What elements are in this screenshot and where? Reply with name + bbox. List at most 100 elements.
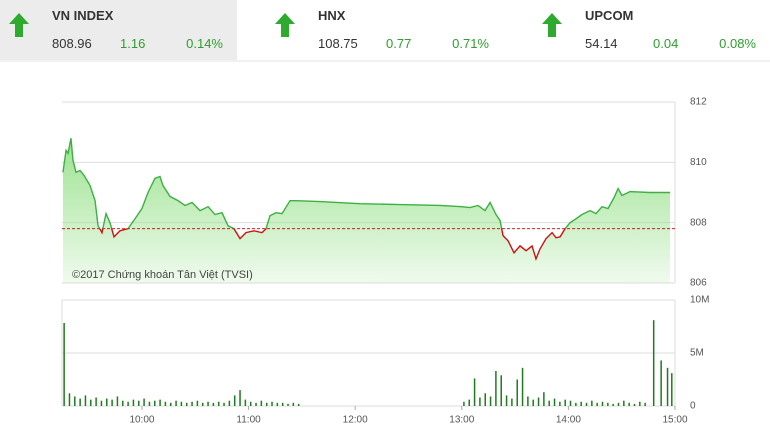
volume-bar (607, 402, 609, 406)
volume-bar (580, 401, 582, 406)
volume-bar (575, 402, 577, 406)
x-tick-label: 14:00 (556, 415, 581, 426)
x-tick-label: 15:00 (662, 415, 687, 426)
volume-bar (233, 395, 236, 406)
volume-bar (90, 399, 92, 406)
x-tick-label: 12:00 (343, 415, 368, 426)
y-tick-label: 812 (690, 97, 707, 108)
volume-bar (212, 402, 215, 406)
volume-bar (196, 400, 199, 406)
index-change: 1.16 (120, 36, 146, 51)
volume-bar (169, 402, 172, 406)
index-value: 54.14 (585, 36, 618, 51)
volume-bar (292, 402, 295, 406)
volume-bar (185, 402, 188, 406)
volume-bar (228, 400, 231, 406)
volume-bar (500, 375, 502, 406)
volume-bar (191, 401, 193, 406)
volume-bar (153, 400, 156, 406)
index-change: 0.04 (653, 36, 679, 51)
volume-bar (585, 402, 588, 406)
volume-bar (175, 400, 177, 406)
volume-bar (244, 399, 247, 406)
volume-bar (271, 401, 273, 406)
volume-bar (143, 398, 145, 406)
up-arrow (275, 13, 295, 37)
volume-bar (201, 402, 204, 406)
index-tab[interactable]: VN INDEX 808.96 1.16 0.14% (0, 0, 237, 60)
volume-bar (106, 398, 108, 406)
price-area (62, 138, 670, 283)
volume-bar (276, 402, 279, 406)
volume-bar (116, 396, 119, 406)
volume-bar (671, 373, 673, 406)
volume-bar (84, 395, 87, 406)
y2-tick-label: 5M (690, 348, 704, 359)
volume-bar (255, 402, 257, 406)
volume-bar (463, 401, 465, 406)
index-value: 808.96 (52, 36, 92, 51)
volume-bar (564, 399, 566, 406)
volume-bar (639, 401, 641, 406)
volume-bar (569, 400, 572, 406)
volume-bar (505, 395, 508, 406)
volume-bar (612, 403, 614, 406)
volume-bar (468, 399, 470, 406)
volume-bar (596, 402, 598, 406)
volume-bar (553, 398, 556, 406)
volume-bar (265, 402, 268, 406)
volume-bar (617, 402, 620, 406)
index-value: 108.75 (318, 36, 358, 51)
volume-bar (164, 401, 167, 406)
volume-bar (495, 371, 497, 406)
volume-bar (623, 400, 625, 406)
volume-bar (484, 393, 486, 406)
volume-bar (479, 397, 481, 406)
y-tick-label: 806 (690, 278, 707, 289)
volume-bar (260, 400, 263, 406)
volume-bar (511, 398, 513, 406)
volume-bar (79, 398, 81, 406)
y-tick-label: 810 (690, 157, 707, 168)
annotation: ©2017 Chứng khoán Tân Việt (TVSI) (72, 269, 253, 281)
volume-bar (489, 396, 492, 406)
volume-bar (122, 400, 124, 406)
index-tab[interactable]: HNX 108.75 0.77 0.71% (266, 0, 503, 60)
volume-bar (207, 401, 209, 406)
index-name: HNX (318, 8, 346, 23)
y2-tick-label: 10M (690, 295, 709, 306)
volume-bar (660, 360, 662, 406)
up-arrow (9, 13, 29, 37)
volume-bar (633, 403, 636, 406)
volume-bar (666, 367, 669, 406)
price-line (62, 138, 670, 261)
index-tab[interactable]: UPCOM 54.14 0.04 0.08% (533, 0, 770, 60)
volume-bar (249, 401, 252, 406)
volume-bar (537, 397, 540, 406)
volume-bar (180, 401, 183, 406)
volume-bar (127, 401, 129, 406)
index-pct: 0.71% (452, 36, 489, 51)
y2-tick-label: 0 (690, 401, 696, 412)
volume-bar (281, 402, 284, 406)
volume-bar (297, 403, 300, 406)
volume-bar (74, 396, 76, 406)
volume-bar (591, 400, 593, 406)
volume-bar (473, 378, 476, 406)
volume-bar (644, 402, 646, 406)
volume-bar (63, 323, 65, 406)
volume-bar (217, 401, 220, 406)
volume-bar (521, 367, 524, 406)
index-pct: 0.08% (719, 36, 756, 51)
volume-bar (138, 400, 140, 406)
volume-bar (516, 379, 518, 406)
up-arrow (542, 13, 562, 37)
volume-bar (532, 399, 534, 406)
volume-bar (559, 401, 561, 406)
volume-bar (68, 393, 71, 406)
volume-bar (223, 402, 225, 406)
index-pct: 0.14% (186, 36, 223, 51)
volume-bar (628, 402, 630, 406)
